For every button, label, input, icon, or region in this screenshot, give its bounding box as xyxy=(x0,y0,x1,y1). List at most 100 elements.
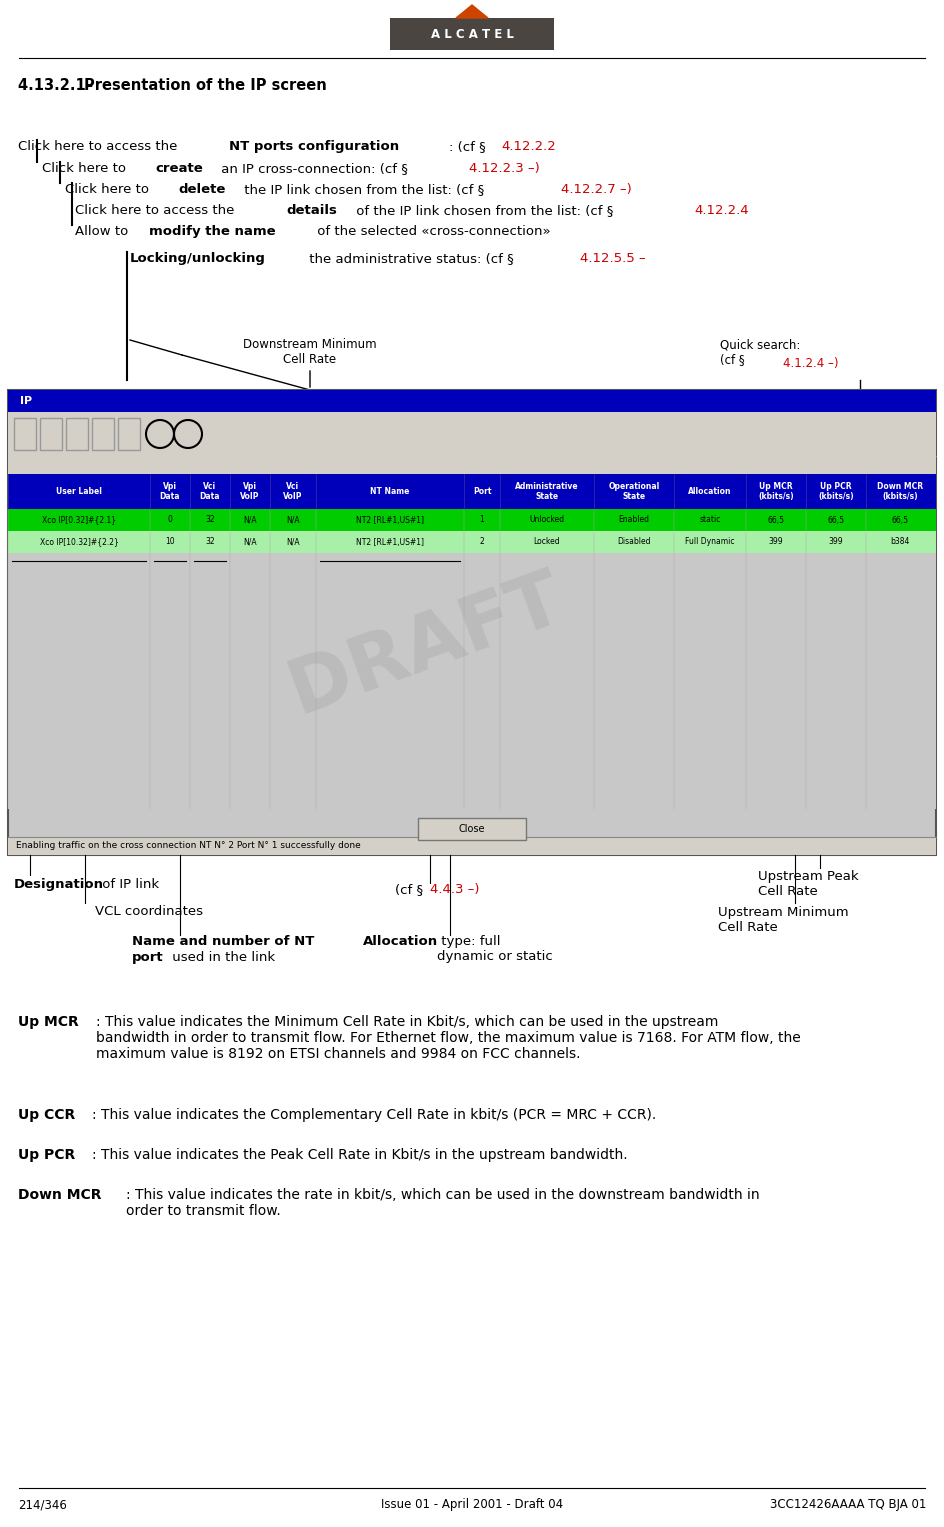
Text: 4.12.2.7 –): 4.12.2.7 –) xyxy=(561,183,632,195)
Text: N/A: N/A xyxy=(286,538,300,547)
Text: : This value indicates the Complementary Cell Rate in kbit/s (PCR = MRC + CCR).: : This value indicates the Complementary… xyxy=(92,1109,656,1122)
Text: 2: 2 xyxy=(480,538,484,547)
Text: Up MCR: Up MCR xyxy=(18,1015,78,1029)
Bar xyxy=(8,531,936,553)
Text: Enabled: Enabled xyxy=(618,516,649,524)
Text: User Label: User Label xyxy=(56,487,102,496)
Text: 4.13.2.1–: 4.13.2.1– xyxy=(18,78,98,93)
Text: Up PCR
(kbits/s): Up PCR (kbits/s) xyxy=(818,483,853,501)
Text: Name and number of NT: Name and number of NT xyxy=(132,935,314,964)
Text: Xco IP[0.32]#{2.1}: Xco IP[0.32]#{2.1} xyxy=(42,516,116,524)
Text: 1: 1 xyxy=(480,516,484,524)
Text: Close: Close xyxy=(459,825,485,834)
Text: Presentation of the IP screen: Presentation of the IP screen xyxy=(84,78,327,93)
Bar xyxy=(8,553,936,809)
Text: N/A: N/A xyxy=(244,516,257,524)
Bar xyxy=(66,418,88,450)
Bar xyxy=(8,508,936,531)
Text: Disabled: Disabled xyxy=(617,538,650,547)
Text: Up PCR: Up PCR xyxy=(18,1148,76,1162)
Text: the IP link chosen from the list: (cf §: the IP link chosen from the list: (cf § xyxy=(240,183,488,195)
Text: IP: IP xyxy=(20,395,32,406)
Text: Administrative
State: Administrative State xyxy=(515,483,579,501)
Text: Quick search:
(cf §: Quick search: (cf § xyxy=(720,337,801,366)
Text: Upstream Minimum
Cell Rate: Upstream Minimum Cell Rate xyxy=(718,906,849,935)
Text: Allocation: Allocation xyxy=(688,487,732,496)
Text: Vpi
Data: Vpi Data xyxy=(160,483,180,501)
Text: of IP link: of IP link xyxy=(98,878,160,890)
Text: : (cf §: : (cf § xyxy=(448,140,490,153)
Bar xyxy=(8,457,936,473)
Polygon shape xyxy=(456,5,488,18)
Text: Vci
VoIP: Vci VoIP xyxy=(283,483,303,501)
Text: Allow to: Allow to xyxy=(75,224,132,238)
Text: modify the name: modify the name xyxy=(149,224,276,238)
Text: 0: 0 xyxy=(168,516,173,524)
Text: 4.4.3 –): 4.4.3 –) xyxy=(430,883,480,896)
Text: 4.12.5.5 –: 4.12.5.5 – xyxy=(581,252,646,266)
Text: NT2 [RL#1,US#1]: NT2 [RL#1,US#1] xyxy=(356,516,424,524)
Text: 66,5: 66,5 xyxy=(828,516,845,524)
Text: NT ports configuration: NT ports configuration xyxy=(229,140,399,153)
Text: Vci
Data: Vci Data xyxy=(200,483,220,501)
Bar xyxy=(8,389,936,855)
Bar xyxy=(118,418,140,450)
Bar xyxy=(418,818,526,840)
Bar xyxy=(14,418,36,450)
Text: DRAFT: DRAFT xyxy=(278,562,572,730)
Bar xyxy=(8,837,936,855)
Text: : This value indicates the rate in kbit/s, which can be used in the downstream b: : This value indicates the rate in kbit/… xyxy=(126,1188,759,1219)
Text: Locked: Locked xyxy=(533,538,561,547)
Text: NT2 [RL#1,US#1]: NT2 [RL#1,US#1] xyxy=(356,538,424,547)
Text: (cf §: (cf § xyxy=(395,883,428,896)
Text: create: create xyxy=(156,162,204,176)
Text: of the selected «cross-connection»: of the selected «cross-connection» xyxy=(312,224,550,238)
Text: 399: 399 xyxy=(829,538,843,547)
Text: used in the link: used in the link xyxy=(168,951,275,964)
Text: details: details xyxy=(286,205,337,217)
Text: Downstream Minimum
Cell Rate: Downstream Minimum Cell Rate xyxy=(244,337,377,366)
Text: Up CCR: Up CCR xyxy=(18,1109,76,1122)
Text: Allocation: Allocation xyxy=(363,935,438,948)
Text: delete: delete xyxy=(178,183,227,195)
Text: 10: 10 xyxy=(165,538,175,547)
Text: N/A: N/A xyxy=(286,516,300,524)
Bar xyxy=(8,412,936,457)
Text: Designation: Designation xyxy=(14,878,104,890)
Text: N/A: N/A xyxy=(244,538,257,547)
Bar xyxy=(92,418,114,450)
Text: NT Name: NT Name xyxy=(370,487,410,496)
Text: 399: 399 xyxy=(768,538,784,547)
Text: Full Dynamic: Full Dynamic xyxy=(685,538,734,547)
Text: : This value indicates the Minimum Cell Rate in Kbit/s, which can be used in the: : This value indicates the Minimum Cell … xyxy=(96,1015,801,1061)
Text: Unlocked: Unlocked xyxy=(530,516,565,524)
Text: type: full
dynamic or static: type: full dynamic or static xyxy=(437,935,553,964)
Text: Locking/unlocking: Locking/unlocking xyxy=(130,252,266,266)
Text: 4.12.2.2: 4.12.2.2 xyxy=(501,140,556,153)
Text: 3CC12426AAAA TQ BJA 01: 3CC12426AAAA TQ BJA 01 xyxy=(769,1498,926,1512)
Text: Enabling traffic on the cross connection NT N° 2 Port N° 1 successfully done: Enabling traffic on the cross connection… xyxy=(16,841,361,851)
Bar xyxy=(390,18,554,50)
Text: 66,5: 66,5 xyxy=(891,516,908,524)
Text: Operational
State: Operational State xyxy=(608,483,660,501)
Text: Xco IP[10.32]#{2.2}: Xco IP[10.32]#{2.2} xyxy=(40,538,118,547)
Text: of the IP link chosen from the list: (cf §: of the IP link chosen from the list: (cf… xyxy=(352,205,617,217)
Text: Click here to access the: Click here to access the xyxy=(75,205,239,217)
Text: Down MCR: Down MCR xyxy=(18,1188,102,1202)
Text: Vpi
VoIP: Vpi VoIP xyxy=(241,483,260,501)
Text: Click here to: Click here to xyxy=(42,162,130,176)
Text: static: static xyxy=(700,516,720,524)
Text: the administrative status: (cf §: the administrative status: (cf § xyxy=(305,252,518,266)
Text: Click here to access the: Click here to access the xyxy=(18,140,181,153)
Text: b384: b384 xyxy=(890,538,910,547)
Text: 66,5: 66,5 xyxy=(767,516,784,524)
Bar xyxy=(40,418,62,450)
Text: VCL coordinates: VCL coordinates xyxy=(95,906,203,918)
Bar xyxy=(8,473,936,508)
Text: 4.12.2.3 –): 4.12.2.3 –) xyxy=(469,162,540,176)
Text: Click here to: Click here to xyxy=(65,183,153,195)
Text: an IP cross-connection: (cf §: an IP cross-connection: (cf § xyxy=(217,162,413,176)
Text: Down MCR
(kbits/s): Down MCR (kbits/s) xyxy=(877,483,923,501)
Text: 4.1.2.4 –): 4.1.2.4 –) xyxy=(783,357,838,370)
Text: Up MCR
(kbits/s): Up MCR (kbits/s) xyxy=(758,483,794,501)
